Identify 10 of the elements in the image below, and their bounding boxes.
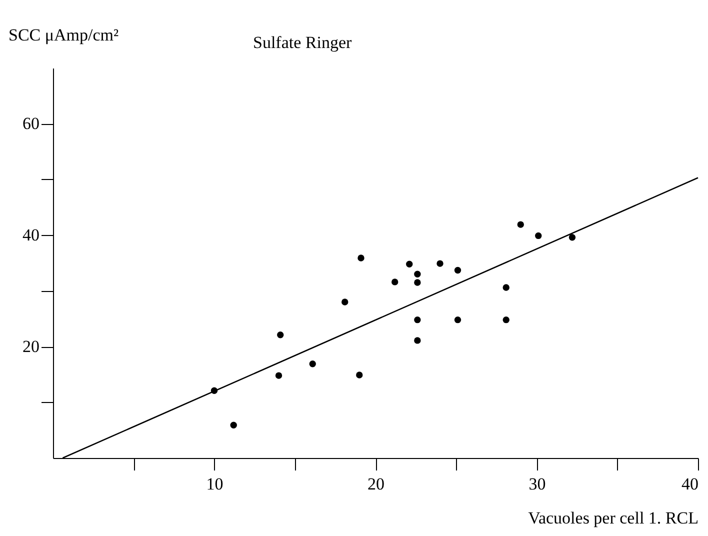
x-axis-title: Vacuoles per cell 1. RCL	[528, 508, 698, 528]
y-tick-label: 20	[22, 337, 40, 356]
x-tick-label: 40	[682, 474, 698, 494]
y-tick-label: 60	[22, 114, 40, 134]
x-tick-label: 10	[206, 474, 224, 494]
x-tick-label: 20	[368, 474, 384, 494]
x-tick-label: 30	[528, 474, 546, 494]
y-axis-title: SCC μAmp/cm²	[8, 26, 119, 44]
y-tick-label: 40	[22, 226, 40, 245]
chart-title: Sulfate Ringer	[253, 33, 352, 52]
